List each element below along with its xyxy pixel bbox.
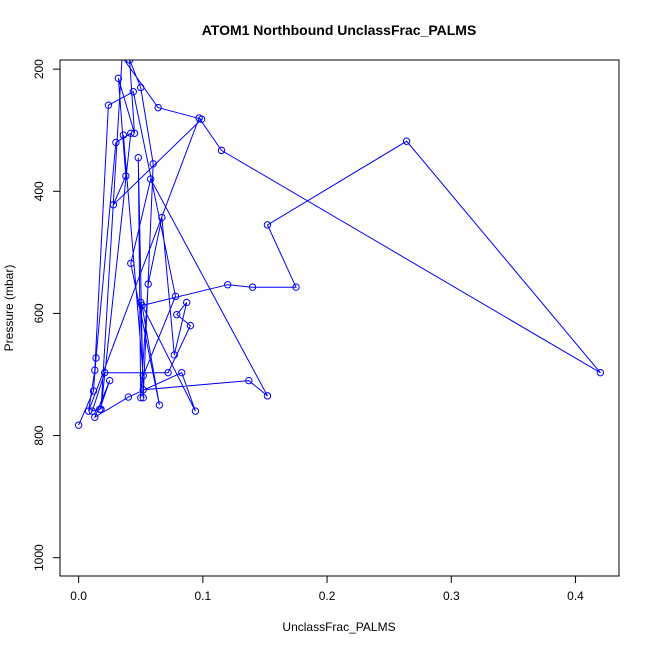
x-tick-label: 0.3 [443,589,460,603]
data-point [91,413,99,421]
series-layer [74,60,605,429]
data-point [89,387,98,395]
data-point [119,131,128,139]
data-point [74,421,83,429]
plot-frame [59,59,620,577]
data-point [84,407,93,415]
data-point [170,351,178,359]
y-tick-label: 200 [32,59,46,79]
y-tick-label: 600 [32,303,46,323]
data-point [112,138,120,147]
data-point [127,259,135,268]
data-point [109,201,118,209]
data-point [195,114,203,122]
data-point [129,88,137,96]
x-tick-label: 0.2 [319,589,336,603]
data-point [164,368,172,377]
data-point [149,160,157,168]
data-point [248,283,257,291]
x-tick-label: 0.1 [195,589,212,603]
data-point [155,401,164,409]
data-point [88,407,96,415]
data-point [144,280,152,288]
x-tick-label: 0.0 [70,589,87,603]
data-point [171,292,180,301]
data-point [122,172,130,180]
data-point [596,368,605,377]
data-point [183,298,191,307]
data-point [127,129,135,137]
data-point [92,354,100,362]
y-tick-label: 800 [32,425,46,445]
data-point [245,376,253,385]
data-point [125,60,134,64]
series-line [78,60,601,426]
data-point [96,405,104,413]
x-axis-label: UnclassFrac_PALMS [282,620,395,634]
data-point [104,101,113,109]
data-point [263,392,272,400]
data-point [186,321,195,330]
data-point [114,74,123,83]
y-axis-label: Pressure (mbar) [2,265,16,352]
data-point [173,310,181,319]
data-point [224,281,232,289]
data-point [130,129,139,137]
data-point [139,372,147,380]
data-point [191,407,200,415]
data-point [292,283,300,291]
data-point [138,301,146,310]
data-point [105,376,114,385]
data-point [263,221,272,229]
data-point [124,393,133,401]
y-tick-label: 1000 [32,544,46,571]
chart-title: ATOM1 Northbound UnclassFrac_PALMS [202,22,477,38]
data-point [139,386,147,394]
data-point [137,393,145,402]
data-point [178,368,186,377]
data-point [91,366,99,374]
data-point [154,103,162,112]
data-point [402,137,411,145]
x-tick-label: 0.4 [567,589,584,603]
data-point [134,154,142,162]
data-point [158,213,166,222]
data-point [217,146,226,155]
data-point [101,368,109,377]
y-tick-label: 400 [32,181,46,201]
data-point [137,83,145,92]
data-point [139,393,147,402]
data-point [146,175,155,183]
